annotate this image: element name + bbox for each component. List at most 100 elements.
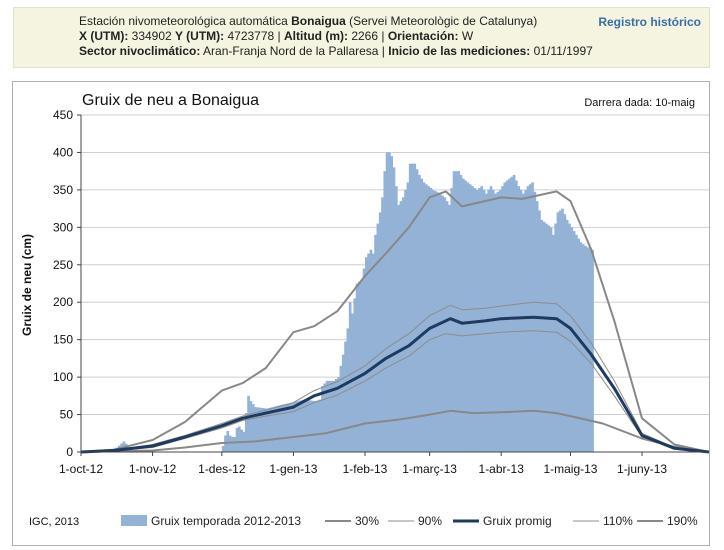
- snow-depth-bar: [268, 407, 271, 452]
- utm-y-label: Y (UTM):: [175, 29, 225, 43]
- snow-depth-bar: [240, 429, 243, 452]
- snow-depth-bar: [284, 404, 287, 452]
- snow-depth-bar: [351, 313, 354, 452]
- snow-depth-bar: [355, 283, 359, 452]
- snow-depth-bar: [461, 178, 465, 452]
- line-90pct: [80, 330, 709, 453]
- snow-depth-bar: [533, 191, 537, 452]
- legend-label: 90%: [418, 514, 442, 528]
- snow-depth-bar: [494, 193, 497, 452]
- snow-depth-bar: [277, 405, 280, 452]
- snow-depth-bar: [339, 365, 343, 452]
- station-sector-line: Sector nivoclimático: Aran-Franja Nord d…: [79, 44, 593, 58]
- orientation-value: W: [458, 29, 474, 43]
- snow-depth-bar: [563, 214, 567, 452]
- utm-x-value: 334902: [128, 29, 176, 43]
- registry-history-link[interactable]: Registro histórico: [598, 15, 701, 29]
- snow-depth-bar: [369, 249, 373, 452]
- snow-depth-bar: [374, 234, 377, 452]
- snow-depth-bar: [244, 413, 248, 452]
- snow-depth-bar: [383, 171, 387, 452]
- snow-depth-bar: [362, 268, 366, 452]
- snow-depth-bar: [353, 298, 357, 452]
- snow-depth-bar: [542, 221, 546, 452]
- snow-depth-bar: [591, 249, 594, 452]
- snow-depth-bar: [332, 380, 336, 452]
- y-axis-title: Gruix de neu (cm): [20, 234, 34, 336]
- snow-depth-bar: [307, 400, 310, 452]
- snow-depth-bar: [378, 212, 382, 452]
- snow-depth-bar: [549, 227, 553, 452]
- snow-depth-bar: [235, 428, 239, 452]
- snow-depth-bar: [397, 204, 400, 452]
- snow-depth-bar: [272, 406, 276, 452]
- x-tick-label: 1-gen-13: [269, 462, 317, 476]
- station-type-text: Estación nivometeorológica automática: [79, 14, 292, 28]
- snow-depth-bar: [371, 253, 375, 452]
- start-date-label: Inicio de las mediciones:: [388, 44, 531, 58]
- snow-depth-bar: [254, 407, 257, 452]
- y-tick-label: 450: [53, 108, 73, 122]
- snow-depth-bar: [323, 383, 327, 452]
- snow-depth-bar: [422, 182, 426, 452]
- snow-depth-bar: [473, 188, 477, 452]
- snow-depth-bar: [258, 407, 262, 452]
- snow-depth-bar: [263, 408, 267, 452]
- snow-depth-bar: [418, 174, 421, 452]
- snow-depth-bar: [385, 152, 389, 452]
- snow-depth-bar: [457, 171, 460, 452]
- snow-depth-bar: [395, 186, 398, 452]
- snow-depth-bar: [311, 400, 315, 452]
- snow-depth-bar: [388, 152, 391, 452]
- snow-depth-bar: [485, 193, 488, 452]
- start-date-value: 01/11/1997: [530, 44, 593, 58]
- snow-depth-bar: [328, 380, 331, 452]
- y-tick-label: 0: [66, 445, 73, 459]
- snow-depth-bar: [261, 407, 264, 452]
- x-tick-label: 1-des-12: [198, 462, 246, 476]
- x-tick-label: 1-juny-13: [617, 462, 667, 476]
- sector-label: Sector nivoclimático:: [79, 44, 201, 58]
- axes: 0 50 100 150 200 250 300 350 400 450 1-oct-12 1-nov…: [53, 108, 709, 476]
- y-tick-label: 50: [60, 408, 74, 422]
- x-tick-label: 1-maig-13: [543, 462, 597, 476]
- snow-depth-bar: [330, 380, 334, 452]
- snow-depth-bar: [554, 223, 557, 452]
- snow-depth-bar: [413, 163, 417, 452]
- snow-depth-bar: [431, 189, 435, 452]
- station-info-panel: Estación nivometeorológica automática Bo…: [13, 7, 710, 68]
- snow-depth-bar: [364, 257, 368, 452]
- snow-depth-bar: [498, 189, 502, 452]
- snow-depth-bar: [515, 180, 518, 452]
- snow-depth-bar: [464, 180, 467, 452]
- snow-depth-bar: [582, 244, 585, 452]
- line-110pct: [80, 301, 709, 453]
- snow-depth-bar: [452, 171, 456, 452]
- snow-depth-bar: [568, 223, 571, 452]
- snow-depth-bar: [588, 248, 592, 452]
- altitude-value: 2266 |: [347, 29, 388, 43]
- snow-depth-bar: [545, 223, 548, 452]
- snow-depth-bar: [376, 223, 380, 452]
- snow-depth-bar: [274, 406, 278, 452]
- station-name: Bonaigua: [291, 14, 346, 28]
- snow-depth-bar: [360, 279, 364, 452]
- snow-depth-bar: [358, 281, 361, 452]
- snow-depth-bar: [459, 174, 463, 452]
- orientation-label: Orientación:: [387, 29, 459, 43]
- snow-depth-bar: [226, 431, 230, 452]
- snow-depth-bar: [480, 186, 484, 452]
- snow-depth-bar: [367, 253, 370, 452]
- snow-depth-bar: [309, 400, 313, 452]
- snow-depth-bar: [434, 191, 437, 453]
- snow-depth-bar: [521, 193, 525, 452]
- legend-label: 190%: [667, 514, 698, 528]
- x-tick-label: 1-feb-13: [343, 462, 388, 476]
- snow-depth-bar: [300, 400, 303, 452]
- snow-depth-bar: [552, 234, 555, 452]
- snow-depth-bar: [247, 395, 250, 452]
- snow-depth-bar: [348, 302, 352, 452]
- snow-depth-bar: [390, 156, 394, 452]
- snow-depth-bar: [561, 208, 564, 452]
- snow-depth-bar: [565, 219, 569, 452]
